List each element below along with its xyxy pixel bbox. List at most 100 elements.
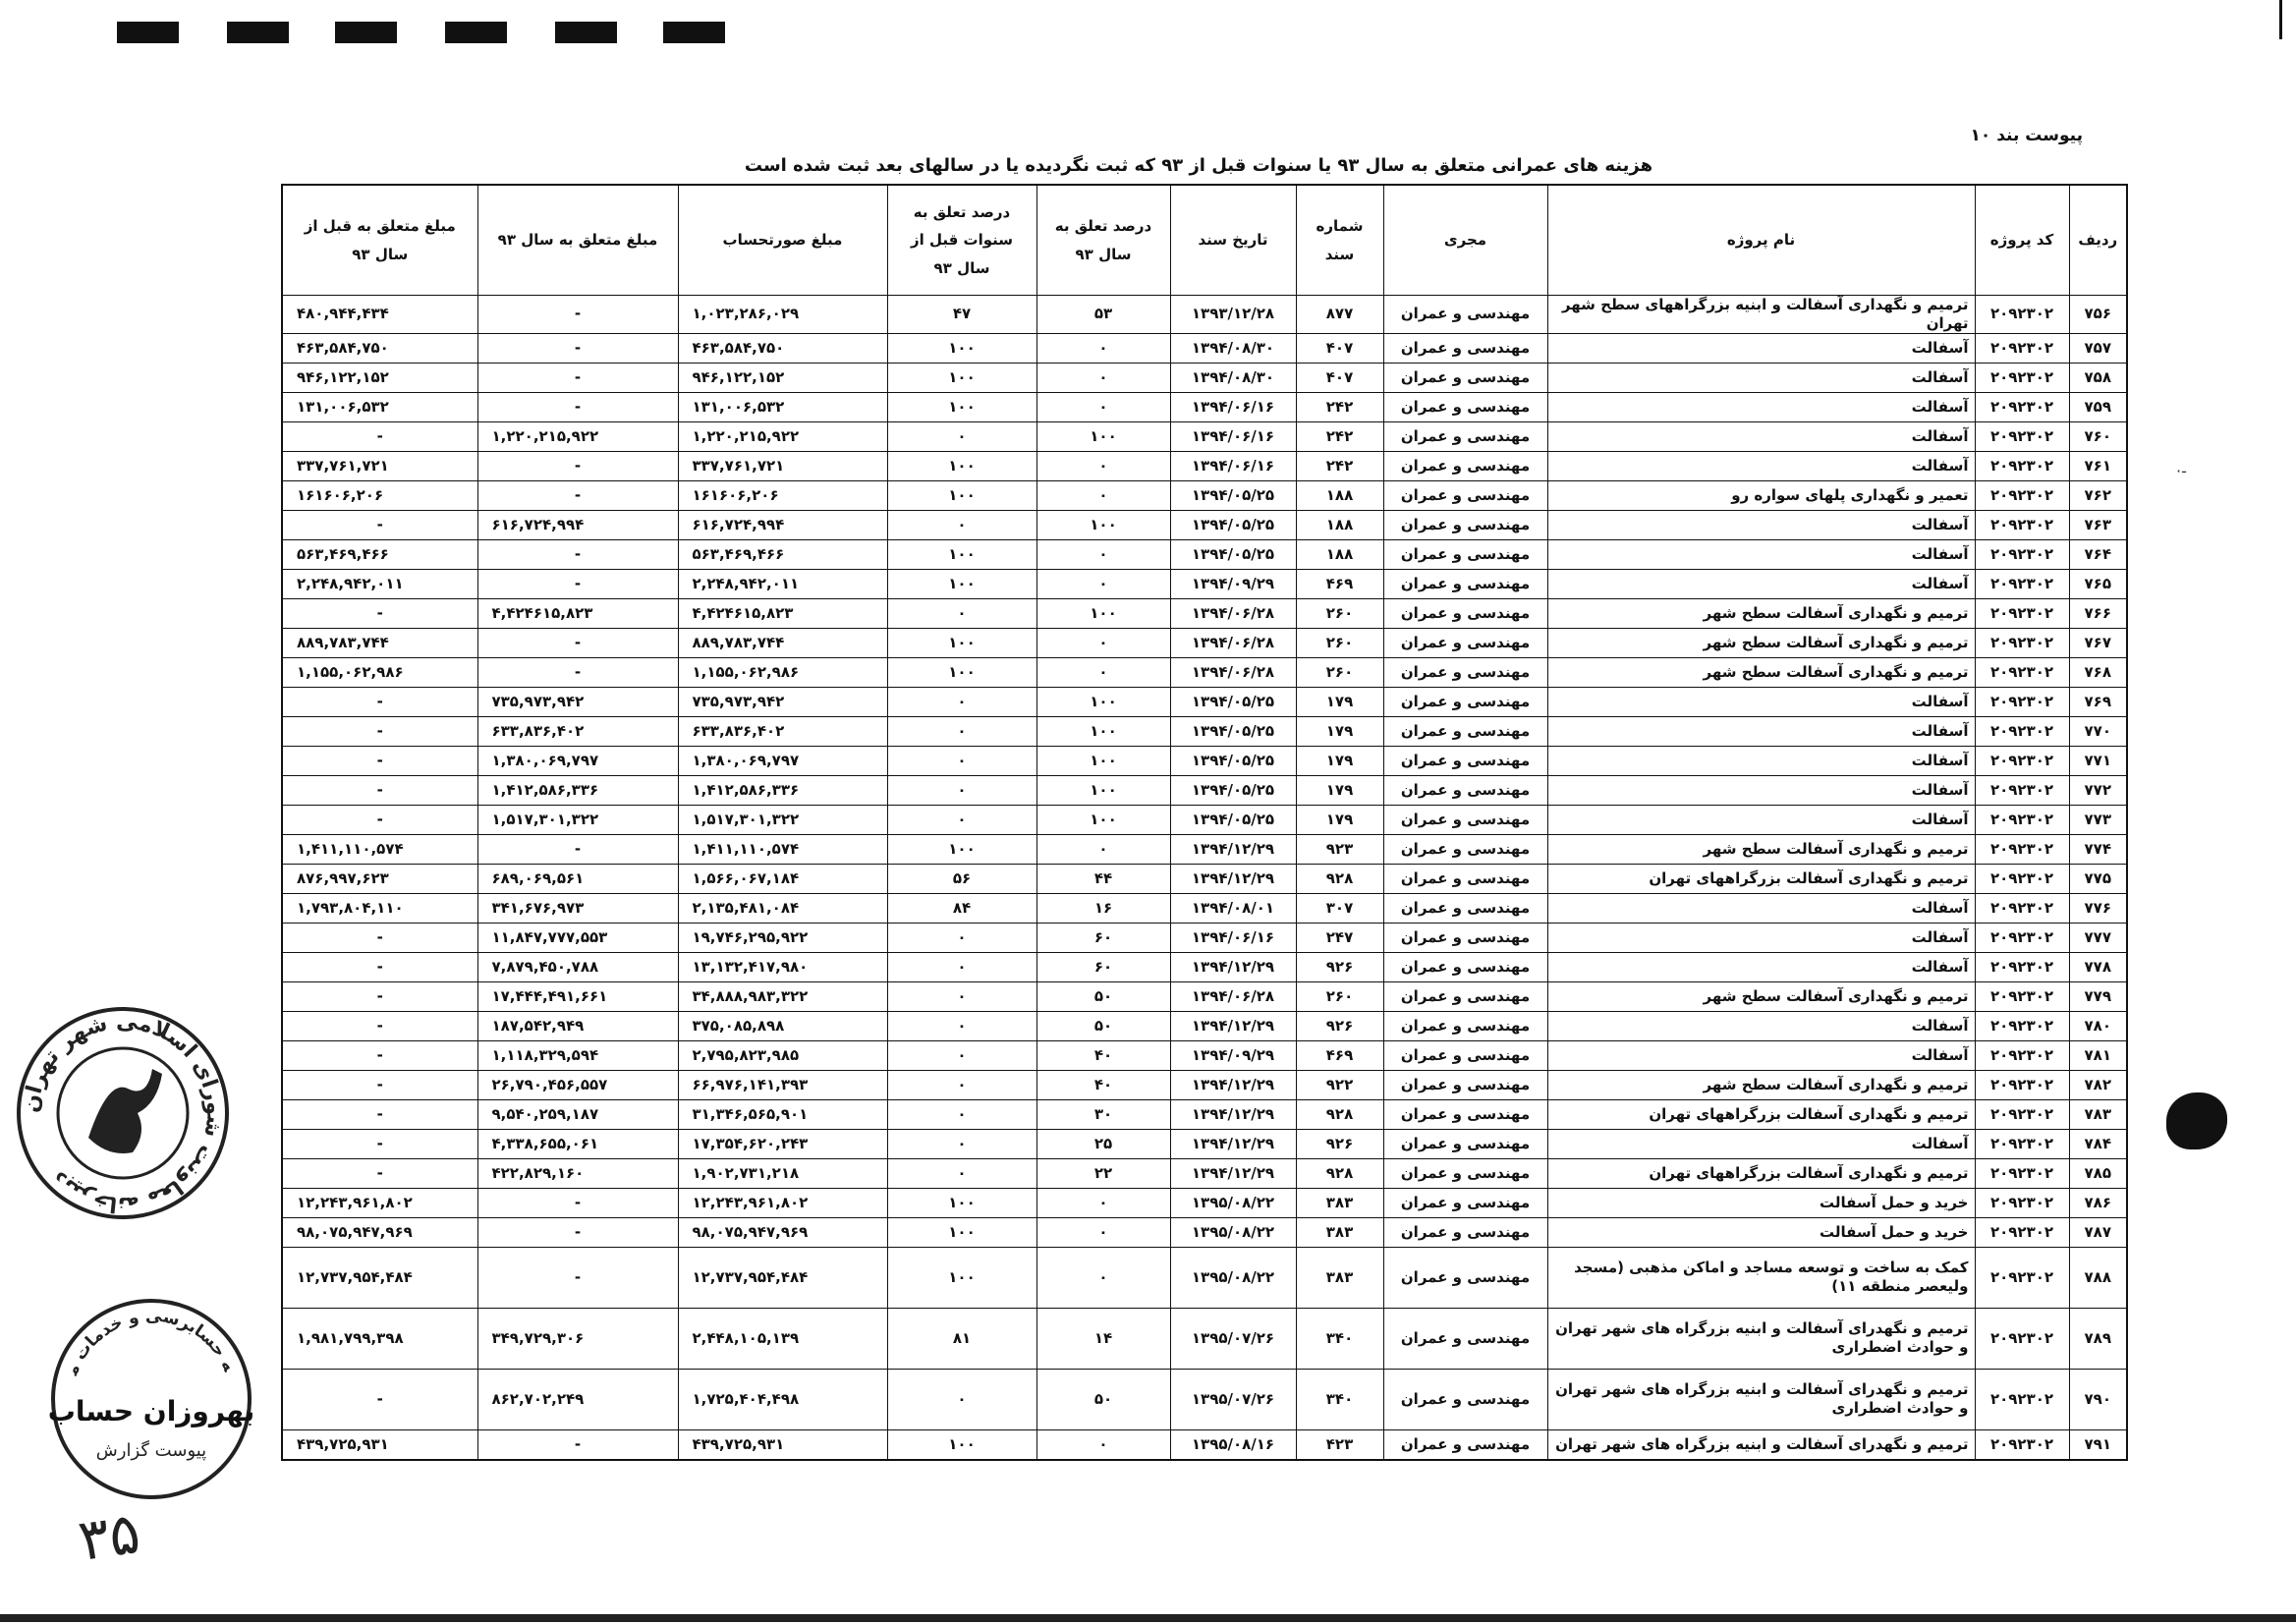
cell-project-name: ترمیم و نگهداری آسفالت سطح شهر bbox=[1546, 980, 1976, 1012]
cell-amount-before-93: - bbox=[281, 951, 478, 982]
cell-amount-before-93: ۱,۹۸۱,۷۹۹,۳۹۸ bbox=[281, 1307, 478, 1370]
cell-project-code: ۲۰۹۲۳۰۲ bbox=[1974, 450, 2070, 481]
ink-blot bbox=[2166, 1092, 2227, 1149]
cell-document-date: ۱۳۹۴/۰۵/۲۵ bbox=[1169, 538, 1297, 570]
cell-document-date: ۱۳۹۴/۰۹/۲۹ bbox=[1169, 1039, 1297, 1071]
cell-percent-year-93: ۱۰۰ bbox=[1036, 804, 1171, 835]
table-row: ۷۵۶ ۲۰۹۲۳۰۲ ترمیم و نگهداری آسفالت و ابنیه… bbox=[281, 295, 2128, 334]
cell-percent-year-93: ۱۰۰ bbox=[1036, 686, 1171, 717]
cell-percent-before-93: ۸۱ bbox=[886, 1307, 1037, 1370]
cell-row-number: ۷۶۴ bbox=[2068, 538, 2128, 570]
cell-project-name: خرید و حمل آسفالت bbox=[1546, 1216, 1976, 1248]
handwritten-page-number: ۳۵ bbox=[74, 1498, 144, 1575]
cell-executor: مهندسی و عمران bbox=[1382, 774, 1548, 806]
cell-invoice-amount: ۶۱۶,۷۲۴,۹۹۴ bbox=[677, 509, 888, 540]
cell-project-name: ترمیم و نگهدرای آسفالت و ابنیه بزرگراه ه… bbox=[1546, 1428, 1976, 1460]
cell-executor: مهندسی و عمران bbox=[1382, 922, 1548, 953]
cell-percent-before-93: ۰ bbox=[886, 951, 1037, 982]
cell-percent-year-93: ۱۴ bbox=[1036, 1307, 1171, 1370]
cell-executor: مهندسی و عمران bbox=[1382, 479, 1548, 511]
cell-project-code: ۲۰۹۲۳۰۲ bbox=[1974, 568, 2070, 599]
cell-percent-year-93: ۱۰۰ bbox=[1036, 509, 1171, 540]
cell-invoice-amount: ۱,۲۲۰,۲۱۵,۹۲۲ bbox=[677, 420, 888, 452]
cell-row-number: ۷۶۵ bbox=[2068, 568, 2128, 599]
cell-project-name: ترمیم و نگهدرای آسفالت و ابنیه بزرگراه ه… bbox=[1546, 1368, 1976, 1430]
table-row: ۷۸۳ ۲۰۹۲۳۰۲ ترمیم و نگهداری آسفالت بزرگراه… bbox=[281, 1098, 2128, 1130]
cell-percent-before-93: ۰ bbox=[886, 715, 1037, 747]
cell-row-number: ۷۸۱ bbox=[2068, 1039, 2128, 1071]
cell-document-date: ۱۳۹۳/۱۲/۲۸ bbox=[1169, 295, 1297, 334]
cell-project-name: ترمیم و نگهداری آسفالت سطح شهر bbox=[1546, 833, 1976, 865]
cell-percent-year-93: ۵۰ bbox=[1036, 1010, 1171, 1041]
cell-percent-year-93: ۵۳ bbox=[1036, 295, 1171, 334]
cell-row-number: ۷۸۵ bbox=[2068, 1157, 2128, 1189]
cell-executor: مهندسی و عمران bbox=[1382, 1069, 1548, 1100]
cell-percent-before-93: ۱۰۰ bbox=[886, 1246, 1037, 1309]
cell-document-date: ۱۳۹۵/۰۷/۲۶ bbox=[1169, 1307, 1297, 1370]
cell-document-number: ۱۸۸ bbox=[1295, 538, 1384, 570]
audit-firm-stamp: موسسه حسابرسی و خدمات مدیریت بهروزان حسا… bbox=[47, 1295, 254, 1499]
cell-executor: مهندسی و عمران bbox=[1382, 1128, 1548, 1159]
table-row: ۷۸۶ ۲۰۹۲۳۰۲ خرید و حمل آسفالت مهندسی و عمرا… bbox=[281, 1187, 2128, 1218]
cell-document-number: ۳۸۳ bbox=[1295, 1187, 1384, 1218]
cell-document-date: ۱۳۹۴/۰۵/۲۵ bbox=[1169, 774, 1297, 806]
cell-row-number: ۷۷۷ bbox=[2068, 922, 2128, 953]
cell-document-date: ۱۳۹۴/۰۸/۳۰ bbox=[1169, 332, 1297, 364]
column-header-percent-before-93: درصد تعلق به سنوات قبل از سال ۹۳ bbox=[886, 184, 1037, 296]
cell-invoice-amount: ۴,۴۲۴۶۱۵,۸۲۳ bbox=[677, 597, 888, 629]
cell-document-number: ۳۸۳ bbox=[1295, 1246, 1384, 1309]
column-header-project-code: کد پروژه bbox=[1974, 184, 2070, 296]
cell-row-number: ۷۶۳ bbox=[2068, 509, 2128, 540]
cell-percent-before-93: ۰ bbox=[886, 1157, 1037, 1189]
cell-invoice-amount: ۲,۲۴۸,۹۴۲,۰۱۱ bbox=[677, 568, 888, 599]
cell-project-code: ۲۰۹۲۳۰۲ bbox=[1974, 715, 2070, 747]
cell-executor: مهندسی و عمران bbox=[1382, 420, 1548, 452]
cell-row-number: ۷۷۴ bbox=[2068, 833, 2128, 865]
cell-invoice-amount: ۲,۴۴۸,۱۰۵,۱۳۹ bbox=[677, 1307, 888, 1370]
cell-amount-year-93: ۶۱۶,۷۲۴,۹۹۴ bbox=[476, 509, 679, 540]
cell-document-date: ۱۳۹۴/۱۲/۲۹ bbox=[1169, 1069, 1297, 1100]
cell-invoice-amount: ۶۳۳,۸۳۶,۴۰۲ bbox=[677, 715, 888, 747]
cell-amount-year-93: ۱۸۷,۵۴۲,۹۴۹ bbox=[476, 1010, 679, 1041]
cell-invoice-amount: ۲,۷۹۵,۸۲۳,۹۸۵ bbox=[677, 1039, 888, 1071]
cell-project-code: ۲۰۹۲۳۰۲ bbox=[1974, 980, 2070, 1012]
cell-percent-year-93: ۰ bbox=[1036, 1187, 1171, 1218]
cell-project-code: ۲۰۹۲۳۰۲ bbox=[1974, 1428, 2070, 1460]
cell-executor: مهندسی و عمران bbox=[1382, 450, 1548, 481]
cell-executor: مهندسی و عمران bbox=[1382, 804, 1548, 835]
cell-percent-year-93: ۶۰ bbox=[1036, 922, 1171, 953]
redaction-bar bbox=[555, 22, 617, 43]
cell-executor: مهندسی و عمران bbox=[1382, 1307, 1548, 1370]
column-header-document-number: شماره سند bbox=[1295, 184, 1384, 296]
cell-invoice-amount: ۱۳۱,۰۰۶,۵۳۲ bbox=[677, 391, 888, 422]
cell-row-number: ۷۶۰ bbox=[2068, 420, 2128, 452]
cell-percent-before-93: ۰ bbox=[886, 1098, 1037, 1130]
cell-document-date: ۱۳۹۴/۰۶/۲۸ bbox=[1169, 980, 1297, 1012]
cell-document-date: ۱۳۹۵/۰۷/۲۶ bbox=[1169, 1368, 1297, 1430]
cell-amount-year-93: ۴,۳۳۸,۶۵۵,۰۶۱ bbox=[476, 1128, 679, 1159]
redaction-bar bbox=[227, 22, 289, 43]
cell-percent-before-93: ۱۰۰ bbox=[886, 656, 1037, 688]
cell-document-number: ۱۷۹ bbox=[1295, 745, 1384, 776]
cell-row-number: ۷۸۷ bbox=[2068, 1216, 2128, 1248]
cell-document-number: ۲۶۰ bbox=[1295, 597, 1384, 629]
cell-percent-year-93: ۰ bbox=[1036, 656, 1171, 688]
cell-row-number: ۷۷۶ bbox=[2068, 892, 2128, 924]
cell-document-number: ۱۷۹ bbox=[1295, 715, 1384, 747]
cell-invoice-amount: ۱۹,۷۴۶,۲۹۵,۹۲۲ bbox=[677, 922, 888, 953]
cell-project-name: آسفالت bbox=[1546, 774, 1976, 806]
cell-percent-before-93: ۱۰۰ bbox=[886, 1187, 1037, 1218]
cell-amount-year-93: - bbox=[476, 391, 679, 422]
cell-invoice-amount: ۱,۴۱۱,۱۱۰,۵۷۴ bbox=[677, 833, 888, 865]
cell-row-number: ۷۸۹ bbox=[2068, 1307, 2128, 1370]
cell-invoice-amount: ۶۶,۹۷۶,۱۴۱,۳۹۳ bbox=[677, 1069, 888, 1100]
cell-project-code: ۲۰۹۲۳۰۲ bbox=[1974, 745, 2070, 776]
cell-project-code: ۲۰۹۲۳۰۲ bbox=[1974, 362, 2070, 393]
table-row: ۷۶۶ ۲۰۹۲۳۰۲ ترمیم و نگهداری آسفالت سطح شهر… bbox=[281, 597, 2128, 629]
scan-bottom-edge bbox=[0, 1614, 2296, 1622]
redaction-bar bbox=[335, 22, 397, 43]
cell-amount-year-93: - bbox=[476, 833, 679, 865]
cell-amount-before-93: ۱۲,۲۴۳,۹۶۱,۸۰۲ bbox=[281, 1187, 478, 1218]
cell-percent-year-93: ۱۰۰ bbox=[1036, 745, 1171, 776]
cell-executor: مهندسی و عمران bbox=[1382, 391, 1548, 422]
